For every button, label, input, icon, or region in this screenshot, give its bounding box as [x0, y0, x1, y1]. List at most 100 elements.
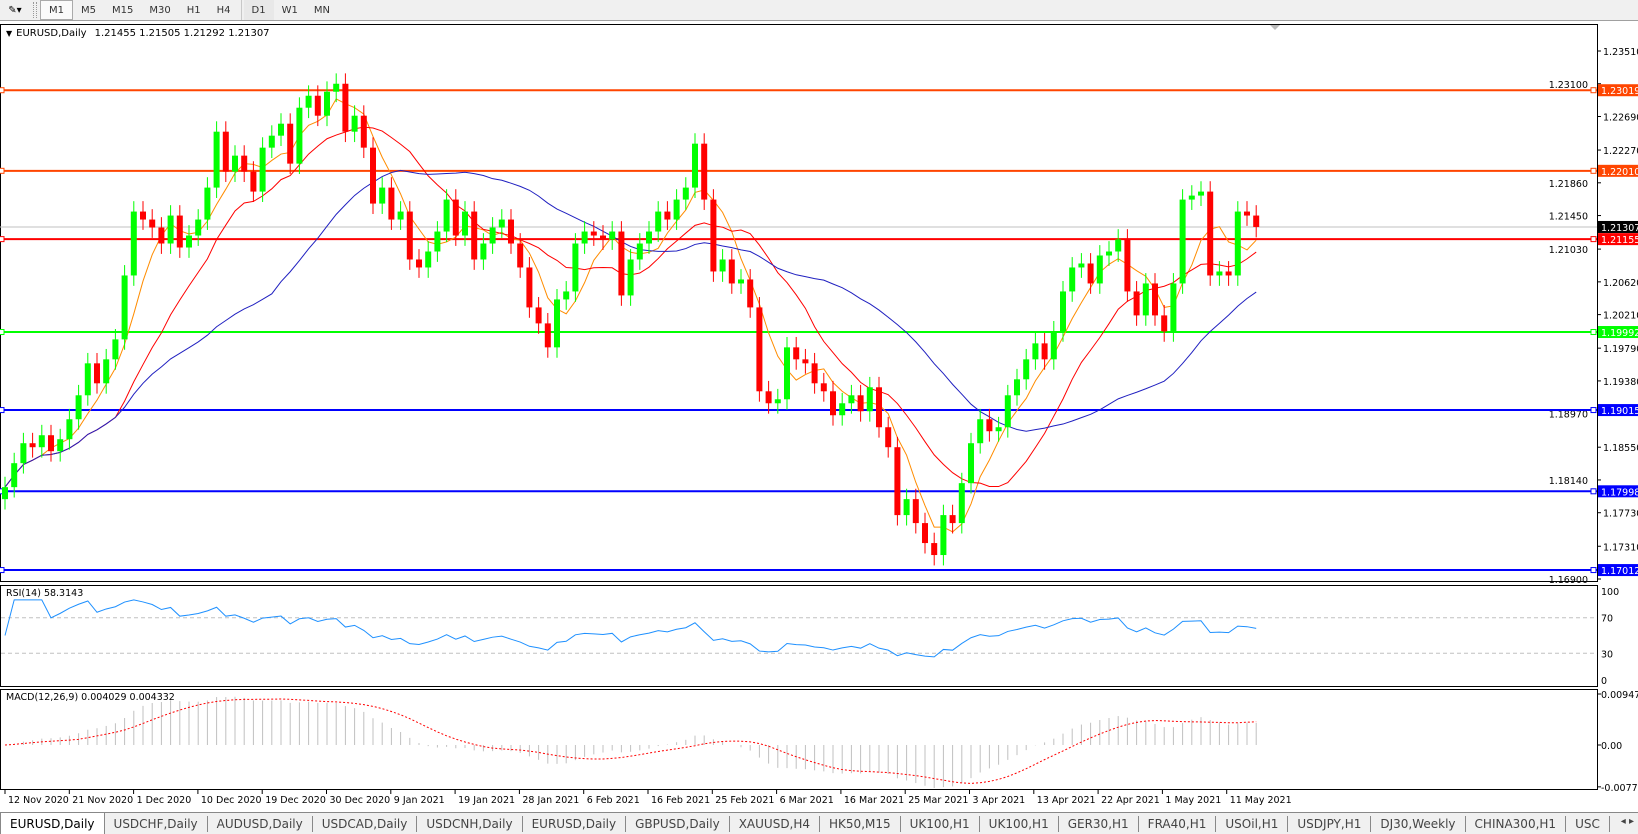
- level-handle: [0, 236, 5, 243]
- candle-body: [1188, 195, 1195, 200]
- rsi-line: [4, 599, 1257, 658]
- candle-body: [11, 463, 18, 488]
- candle-body: [351, 115, 358, 132]
- chart-tab[interactable]: USDCNH,Daily: [417, 815, 523, 832]
- level-handle: [0, 407, 5, 414]
- level-handle: [1590, 329, 1597, 336]
- price-axis-label: 1.23510: [1603, 47, 1638, 58]
- candle-body: [259, 147, 266, 192]
- chart-tab[interactable]: USDCAD,Daily: [313, 815, 418, 832]
- candle-body: [1014, 379, 1020, 396]
- chart-tab[interactable]: GBPUSD,Daily: [626, 815, 730, 832]
- price-axis-label: 1.21450: [1549, 212, 1588, 223]
- collapse-triangle-icon[interactable]: ▼: [6, 29, 13, 38]
- timeframe-w1-button[interactable]: W1: [281, 4, 298, 16]
- chart-tab[interactable]: GER30,H1: [1059, 815, 1139, 832]
- candle-body: [912, 499, 919, 524]
- current-price-tag: [1598, 220, 1638, 233]
- chart-tab[interactable]: USDCHF,Daily: [105, 815, 208, 832]
- candle-body: [1207, 191, 1214, 276]
- tab-scroll-arrows-icon[interactable]: ◂ ▸: [1620, 816, 1634, 827]
- chart-tab[interactable]: USDJPY,H1: [1288, 815, 1372, 832]
- timeframe-m15-button[interactable]: M15: [112, 4, 134, 16]
- price-axis-label: 1.21860: [1549, 179, 1588, 190]
- timeframe-h1-button[interactable]: H1: [186, 4, 201, 16]
- macd-signal-line: [4, 698, 1257, 784]
- rsi-axis-label: 0: [1601, 676, 1607, 687]
- date-label: 10 Dec 2020: [201, 795, 262, 806]
- timeframe-d1-button[interactable]: D1: [243, 0, 274, 20]
- candle-body: [121, 275, 128, 340]
- chart-tab[interactable]: UK100,H1: [980, 815, 1059, 832]
- level-price-tag: [1598, 404, 1638, 417]
- drawing-tools-dropdown[interactable]: ✎▾: [8, 4, 22, 16]
- candle-body: [443, 199, 450, 232]
- chart-tab[interactable]: EURUSD,Daily: [523, 815, 627, 832]
- chart-window[interactable]: 1.23510 1.23100 1.22690 1.22270 1.21860 1.214…: [0, 21, 1638, 813]
- candle-body: [360, 115, 367, 148]
- level-price-tag: [1598, 164, 1638, 177]
- candle-body: [995, 427, 1002, 432]
- toolbar-grip[interactable]: [33, 2, 37, 18]
- date-label: 12 Nov 2020: [8, 795, 69, 806]
- candle-body: [876, 387, 882, 428]
- macd-label: MACD(12,26,9) 0.004029 0.004332: [6, 692, 175, 703]
- candle-body: [388, 187, 395, 220]
- candle-body: [1032, 343, 1039, 360]
- timeframe-mn-button[interactable]: MN: [313, 4, 330, 16]
- candle-body: [1060, 291, 1066, 332]
- candle-body: [673, 199, 680, 220]
- price-axis-label: 1.23100: [1549, 80, 1588, 91]
- level-price-label: 1.17998: [1601, 487, 1638, 498]
- timeframe-m1-button[interactable]: M1: [40, 0, 73, 20]
- chart-tab[interactable]: XAUUSD,H4: [730, 815, 821, 832]
- date-label: 21 Nov 2020: [72, 795, 133, 806]
- rsi-panel: [0, 585, 1598, 687]
- timeframe-h4-button[interactable]: H4: [216, 4, 231, 16]
- candle-body: [84, 363, 91, 396]
- candle-body: [342, 83, 349, 132]
- chart-tab[interactable]: FRA40,H1: [1139, 815, 1217, 832]
- timeframe-m5-button[interactable]: M5: [81, 4, 96, 16]
- level-price-tag: [1598, 564, 1638, 577]
- chart-tab[interactable]: UK100,H1: [901, 815, 980, 832]
- chart-tab[interactable]: DJ30,Weekly: [1371, 815, 1466, 832]
- candle-body: [784, 347, 790, 400]
- level-handle: [1590, 567, 1597, 574]
- timeframe-m30-button[interactable]: M30: [149, 4, 171, 16]
- chart-tab[interactable]: USOil,H1: [1216, 815, 1289, 832]
- candle-body: [958, 483, 965, 524]
- level-handle: [1590, 236, 1597, 243]
- price-axis-label: 1.17310: [1603, 542, 1638, 553]
- candle-body: [480, 243, 487, 260]
- level-price-tag: [1598, 326, 1638, 339]
- candle-body: [1124, 239, 1131, 292]
- level-price-label: 1.23019: [1601, 86, 1638, 97]
- candle-body: [692, 143, 698, 188]
- rsi-axis-label: 100: [1601, 587, 1619, 598]
- candle-body: [287, 123, 294, 164]
- candle-body: [728, 259, 735, 284]
- level-handle: [0, 87, 5, 94]
- chart-tab[interactable]: CHINA300,H1: [1466, 815, 1567, 832]
- candle-body: [940, 515, 947, 556]
- date-label: 16 Feb 2021: [651, 795, 710, 806]
- chart-tab[interactable]: HK50,M15: [820, 815, 901, 832]
- candle-body: [370, 147, 376, 204]
- chart-tab[interactable]: AUDUSD,Daily: [208, 815, 313, 832]
- chart-tab[interactable]: USC: [1566, 815, 1610, 832]
- candle-body: [646, 231, 652, 244]
- price-axis-label: 1.20620: [1603, 278, 1638, 289]
- candle-body: [1253, 215, 1260, 227]
- level-price-label: 1.17012: [1601, 566, 1638, 577]
- candle-body: [517, 243, 524, 268]
- macd-panel: [0, 689, 1598, 790]
- candle-body: [710, 199, 717, 272]
- candle-body: [1096, 255, 1103, 284]
- macd-axis-label: 0.009478: [1601, 690, 1638, 701]
- candle-body: [701, 143, 708, 200]
- chart-tab[interactable]: EURUSD,Daily: [0, 813, 105, 834]
- candle-body: [949, 515, 956, 524]
- candle-body: [48, 435, 54, 452]
- candle-body: [1004, 395, 1011, 428]
